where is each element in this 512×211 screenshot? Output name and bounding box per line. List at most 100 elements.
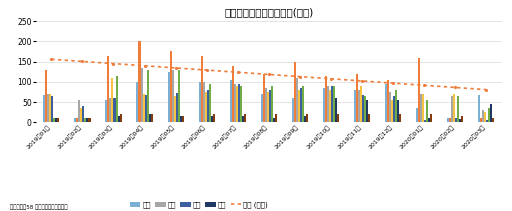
Bar (142, 94, 144, 122)
线性 (上海) (173, 67, 179, 69)
Bar (263, 74, 265, 122)
Bar (169, 51, 172, 122)
Bar (424, 120, 426, 122)
Bar (302, 86, 304, 122)
Bar (112, 78, 114, 122)
Bar (356, 74, 358, 122)
Bar (461, 116, 463, 122)
Bar (364, 96, 366, 122)
Bar (80, 108, 82, 122)
Bar (335, 98, 337, 122)
Bar (300, 88, 302, 122)
Bar (298, 90, 300, 122)
Bar (76, 118, 78, 122)
Bar (333, 86, 335, 122)
Bar (337, 114, 339, 122)
Bar (57, 118, 59, 122)
Bar (212, 114, 215, 122)
Bar (480, 118, 482, 122)
Bar (389, 92, 391, 122)
Bar (366, 100, 368, 122)
Bar (47, 94, 49, 122)
Bar (418, 58, 420, 122)
Bar (46, 70, 47, 122)
Legend: 北京, 上海, 重庆, 广州, 武汉, 成都, 苏州, 长沙, 线性 (上海): 北京, 上海, 重庆, 广州, 武汉, 成都, 苏州, 长沙, 线性 (上海) (127, 199, 271, 211)
Bar (53, 118, 55, 122)
Title: 重点城市二手房销售面积(万㎡): 重点城市二手房销售面积(万㎡) (224, 8, 313, 18)
Bar (455, 118, 457, 122)
Bar (105, 100, 108, 122)
Bar (236, 86, 238, 122)
线性 (上海) (421, 84, 427, 87)
Bar (108, 55, 110, 122)
Bar (447, 118, 449, 122)
Bar (488, 108, 490, 122)
Bar (428, 118, 430, 122)
线性 (上海) (204, 69, 210, 71)
Bar (144, 95, 146, 122)
线性 (上海) (359, 80, 365, 82)
Bar (233, 84, 236, 122)
Bar (399, 114, 401, 122)
Bar (273, 118, 275, 122)
Bar (482, 110, 484, 122)
线性 (上海) (390, 82, 396, 84)
线性 (上海) (141, 65, 147, 67)
Bar (261, 94, 263, 122)
Bar (140, 68, 142, 122)
线性 (上海) (111, 62, 117, 65)
Bar (275, 114, 277, 122)
Bar (292, 98, 294, 122)
Text: 数据来源：58 安居客房产研究院整理: 数据来源：58 安居客房产研究院整理 (10, 204, 68, 210)
Bar (178, 70, 180, 122)
Bar (55, 118, 57, 122)
Bar (199, 82, 201, 122)
Bar (146, 70, 148, 122)
Bar (114, 98, 116, 122)
Bar (148, 114, 151, 122)
Bar (230, 80, 232, 122)
Bar (119, 114, 121, 122)
Bar (51, 96, 53, 122)
线性 (上海) (266, 73, 272, 76)
Bar (201, 55, 203, 122)
Bar (232, 66, 233, 122)
Bar (176, 93, 178, 122)
Bar (294, 62, 296, 122)
Bar (167, 72, 169, 122)
Bar (265, 88, 267, 122)
Bar (387, 80, 389, 122)
Bar (269, 90, 271, 122)
Bar (449, 118, 451, 122)
Bar (203, 82, 205, 122)
Bar (327, 86, 329, 122)
Bar (240, 86, 242, 122)
Bar (87, 118, 89, 122)
Bar (110, 98, 112, 122)
Bar (492, 118, 494, 122)
Bar (304, 116, 306, 122)
Bar (271, 86, 273, 122)
线性 (上海) (483, 88, 489, 91)
线性 (上海) (297, 75, 303, 78)
Bar (182, 116, 184, 122)
Bar (362, 95, 364, 122)
Bar (137, 82, 139, 122)
Bar (451, 96, 453, 122)
Bar (306, 114, 308, 122)
Bar (385, 84, 387, 122)
Bar (116, 76, 118, 122)
Bar (422, 94, 424, 122)
Bar (420, 94, 422, 122)
线性 (上海) (328, 77, 334, 80)
Bar (78, 100, 80, 122)
Bar (329, 90, 331, 122)
线性 (上海) (452, 86, 458, 89)
Bar (172, 70, 174, 122)
Bar (180, 116, 182, 122)
Bar (360, 86, 362, 122)
Bar (393, 96, 395, 122)
Bar (397, 100, 399, 122)
Bar (457, 96, 459, 122)
Bar (296, 78, 298, 122)
